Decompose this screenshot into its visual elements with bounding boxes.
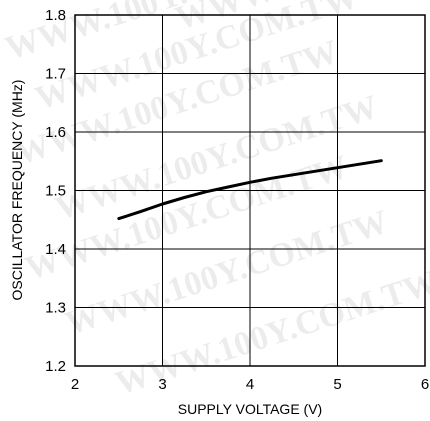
y-tick-label: 1.2 [45, 358, 66, 375]
x-tick-label: 5 [333, 376, 341, 393]
x-tick-label: 3 [158, 376, 166, 393]
x-tick-label: 6 [421, 376, 429, 393]
y-tick-label: 1.6 [45, 124, 66, 141]
plot-frame [74, 14, 426, 367]
y-tick-label: 1.8 [45, 7, 66, 24]
y-axis-title: OSCILLATOR FREQUENCY (MHz) [9, 80, 25, 301]
y-tick-label: 1.3 [45, 300, 66, 317]
y-tick-label: 1.7 [45, 66, 66, 83]
series-layer [117, 159, 383, 221]
y-tick-label: 1.5 [45, 183, 66, 200]
y-tick-labels: 1.2 1.3 1.4 1.5 1.6 1.7 1.8 [45, 7, 66, 375]
y-tick-label: 1.4 [45, 241, 66, 258]
x-axis-title: SUPPLY VOLTAGE (V) [178, 401, 322, 417]
x-tick-labels: 2 3 4 5 6 [71, 376, 429, 393]
x-tick-label: 2 [71, 376, 79, 393]
x-tick-label: 4 [246, 376, 254, 393]
series-line [117, 159, 383, 221]
watermark-layer: WWW.100Y.COM.TWWWW.100Y.COM.TWWWW.100Y.C… [1, 0, 430, 403]
